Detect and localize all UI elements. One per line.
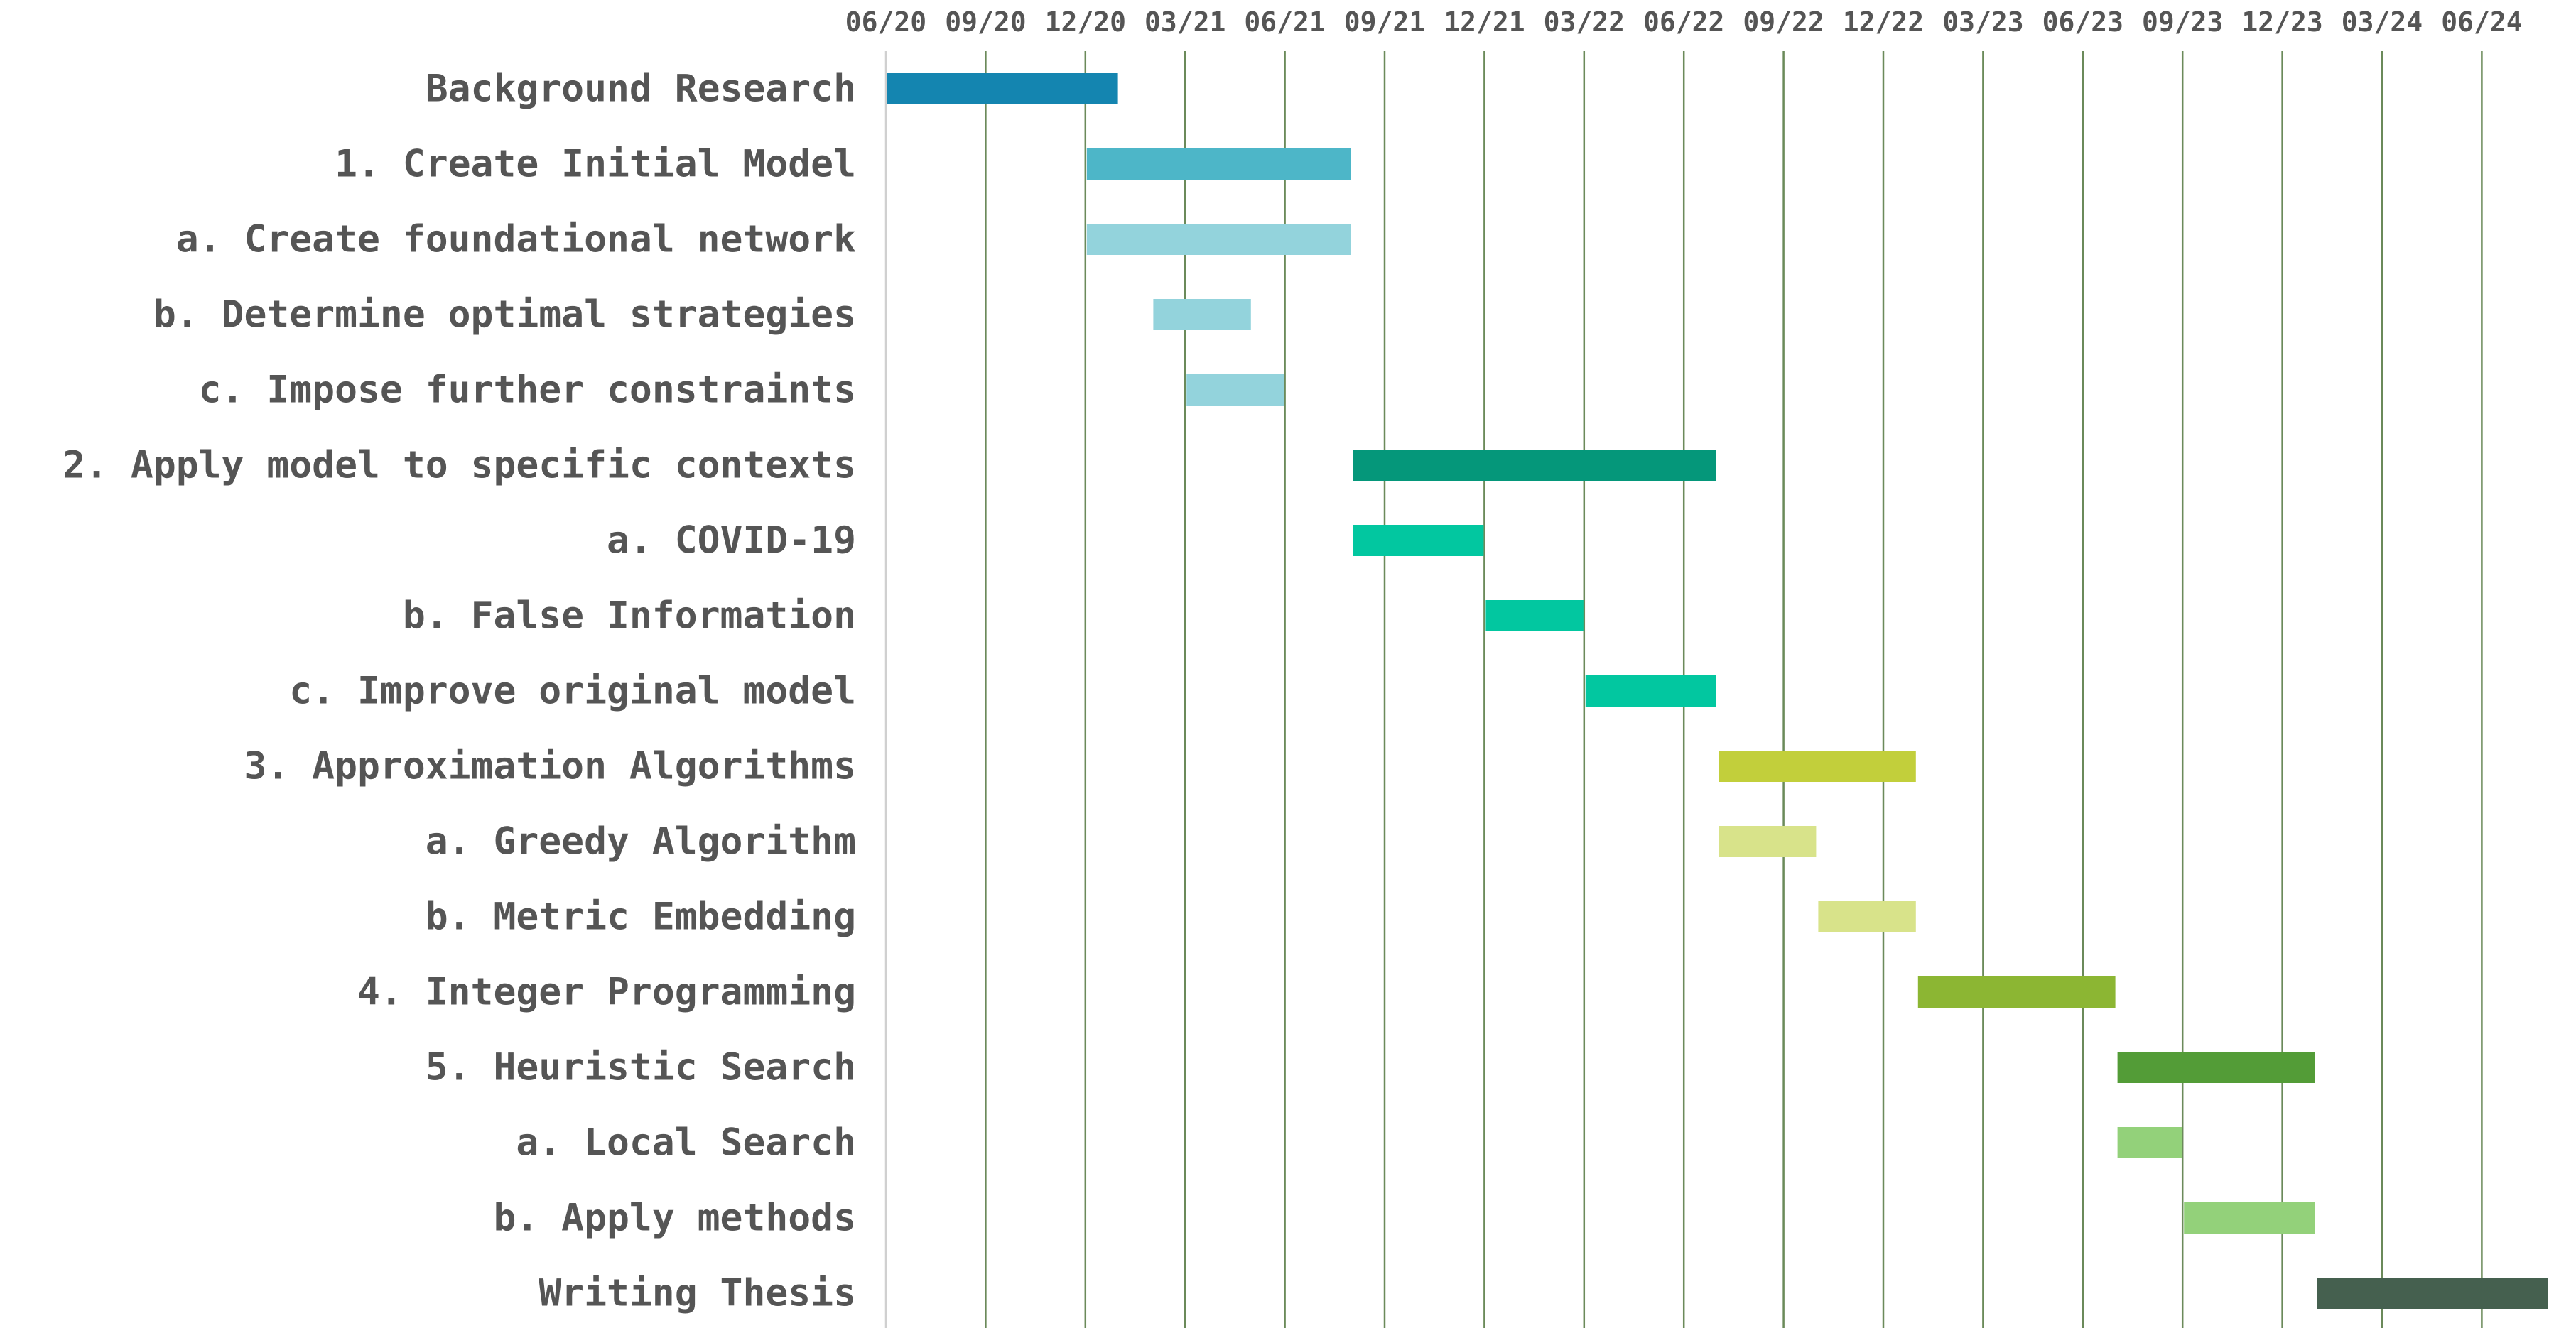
task-label: b. False Information: [403, 594, 856, 638]
x-tick-label: 09/20: [945, 6, 1026, 38]
task-bar: [2117, 1127, 2182, 1158]
x-tick-label: 09/22: [1743, 6, 1824, 38]
task-label: b. Metric Embedding: [426, 896, 856, 939]
task-label: c. Impose further constraints: [199, 369, 856, 412]
task-bar: [1186, 374, 1284, 406]
task-bar: [1353, 450, 1716, 481]
x-axis-tick-labels: 06/20 09/20 12/20 03/21 06/21 09/21 12/21 03/22…: [845, 6, 2523, 38]
x-tick-label: 12/21: [1444, 6, 1525, 38]
task-label: c. Improve original model: [289, 670, 856, 713]
x-tick-label: 06/21: [1244, 6, 1325, 38]
task-label: Background Research: [426, 67, 856, 111]
task-bar: [1719, 826, 1817, 857]
task-label: a. COVID-19: [607, 519, 856, 562]
task-label: 1. Create Initial Model: [335, 143, 856, 186]
task-bar: [1086, 148, 1351, 180]
task-bar: [1485, 600, 1584, 631]
x-tick-label: 06/20: [845, 6, 926, 38]
task-bar: [2317, 1278, 2548, 1309]
task-labels: Background Research 1. Create Initial Mod…: [63, 67, 856, 1315]
x-tick-label: 03/24: [2342, 6, 2423, 38]
task-label: Writing Thesis: [539, 1272, 856, 1315]
task-label: b. Determine optimal strategies: [153, 293, 856, 337]
task-bar: [1818, 901, 1916, 932]
x-tick-label: 12/20: [1045, 6, 1126, 38]
task-label: a. Create foundational network: [176, 218, 856, 261]
task-bar: [1353, 525, 1484, 556]
task-label: 2. Apply model to specific contexts: [63, 444, 856, 487]
task-bars: [887, 73, 2548, 1309]
task-bar: [1585, 675, 1716, 707]
x-tick-label: 03/21: [1144, 6, 1225, 38]
task-label: 5. Heuristic Search: [426, 1046, 856, 1089]
task-label: b. Apply methods: [493, 1197, 856, 1240]
x-tick-label: 06/23: [2042, 6, 2123, 38]
task-bar: [1153, 299, 1251, 330]
task-bar: [1719, 751, 1916, 782]
task-label: a. Local Search: [516, 1121, 856, 1165]
x-tick-label: 12/22: [1843, 6, 1924, 38]
x-tick-label: 09/21: [1344, 6, 1425, 38]
task-label: 3. Approximation Algorithms: [244, 745, 856, 788]
x-tick-label: 12/23: [2241, 6, 2322, 38]
task-label: a. Greedy Algorithm: [426, 820, 856, 864]
x-tick-label: 06/24: [2441, 6, 2522, 38]
task-bar: [1917, 976, 2116, 1008]
grid-lines: [884, 51, 2483, 1328]
task-label: 4. Integer Programming: [357, 971, 856, 1014]
x-tick-label: 09/23: [2142, 6, 2223, 38]
x-tick-label: 06/22: [1643, 6, 1724, 38]
task-bar: [2117, 1052, 2315, 1083]
task-bar: [2184, 1202, 2315, 1234]
task-bar: [887, 73, 1118, 104]
task-bar: [1086, 224, 1351, 255]
x-tick-label: 03/23: [1942, 6, 2023, 38]
x-tick-label: 03/22: [1544, 6, 1625, 38]
